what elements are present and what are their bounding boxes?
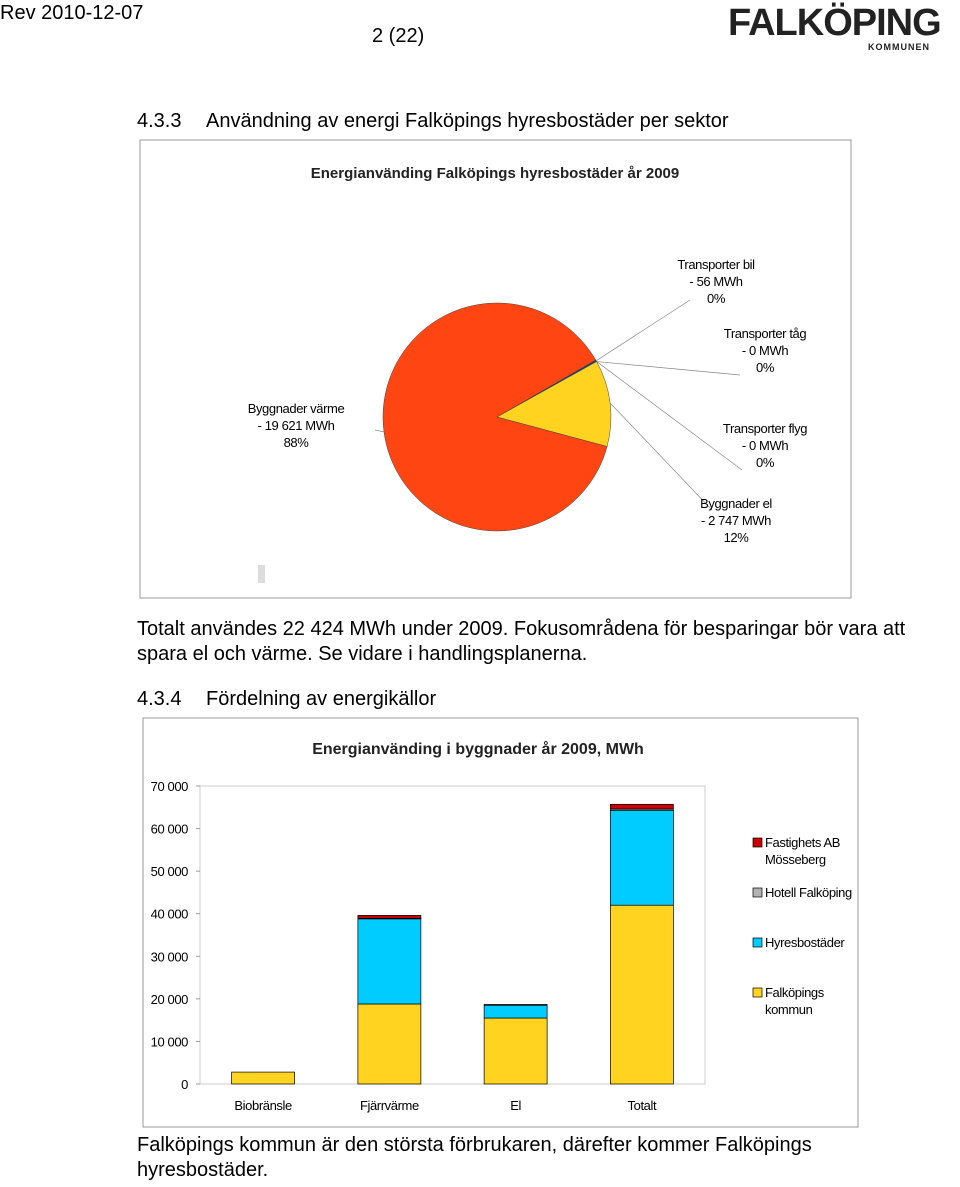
legend-label: Hyresbostäder [765,935,845,950]
page-number: 2 (22) [372,25,425,47]
plot-area [199,785,706,1085]
y-tick-label: 30 000 [151,949,189,964]
bar-segment [610,809,674,906]
bar-segment [357,918,422,1005]
logo: FALKÖPING [728,2,942,44]
slice-label: Transporter tåg [724,326,807,341]
bar-frame [142,717,859,1128]
y-tick-label: 10 000 [151,1034,189,1049]
y-tick-label: 70 000 [151,779,189,794]
bar-segment [357,915,422,919]
legend-swatch [752,887,763,898]
pie-slice [496,361,612,447]
value-label: - 56 MWh [689,274,742,289]
bar-segment [483,1017,548,1085]
y-tick-label: 50 000 [151,864,189,879]
section-title: Användning av energi Falköpings hyresbos… [206,110,729,132]
legend-swatch [752,937,763,948]
bar-segment [610,904,674,1085]
legend-label: Fastighets AB Mösseberg [765,835,841,867]
revision: Rev 2010-12-07 [0,2,144,24]
percent-label: 12% [724,530,750,545]
y-tick-label: 20 000 [151,992,189,1007]
leader-line [596,361,741,376]
paragraph: Falköpings kommun är den största förbruk… [137,1134,812,1181]
bar-segment [483,1004,548,1006]
slice-label: Transporter bil [677,257,755,272]
x-tick-label: El [510,1098,521,1113]
leader-line [595,299,691,362]
pie-frame [139,139,852,599]
section-number: 4.3.4 [137,688,182,710]
logo-sub: KOMMUNEN [868,42,930,52]
percent-label: 88% [284,435,310,450]
marker [258,565,265,583]
section-title: Fördelning av energikällor [206,688,437,710]
slice-label: Transporter flyg [723,421,807,436]
legend-swatch [752,837,763,848]
leader-line [596,361,743,471]
percent-label: 0% [756,360,775,375]
value-label: - 0 MWh [742,343,788,358]
value-label: - 19 621 MWh [258,418,335,433]
bar-segment [231,1071,295,1085]
legend-swatch [752,987,763,998]
legend-label: Hotell Falköping [765,885,852,900]
leader-line [609,402,713,511]
slice-label: Byggnader värme [248,401,345,416]
y-tick-label: 0 [181,1077,188,1092]
pie-slice [382,302,608,532]
paragraph: Totalt användes 22 424 MWh under 2009. F… [137,618,906,665]
bar-segment [610,803,674,810]
slice-label: Byggnader el [700,496,772,511]
value-label: - 2 747 MWh [701,513,771,528]
x-tick-label: Totalt [628,1098,657,1113]
section-number: 4.3.3 [137,110,182,132]
percent-label: 0% [756,455,775,470]
x-tick-label: Biobränsle [234,1098,292,1113]
legend-label: Falköpings kommun [765,985,824,1017]
bar-title: Energianvänding i byggnader år 2009, MWh [312,740,644,758]
x-tick-label: Fjärrvärme [360,1098,419,1113]
y-tick-label: 40 000 [151,907,189,922]
value-label: - 0 MWh [742,438,788,453]
bar-segment [483,1004,548,1019]
leader-line [374,429,385,433]
y-tick-label: 60 000 [151,822,189,837]
bar-segment [357,1003,422,1085]
percent-label: 0% [707,291,726,306]
pie-title: Energianvänding Falköpings hyresbostäder… [311,165,679,182]
